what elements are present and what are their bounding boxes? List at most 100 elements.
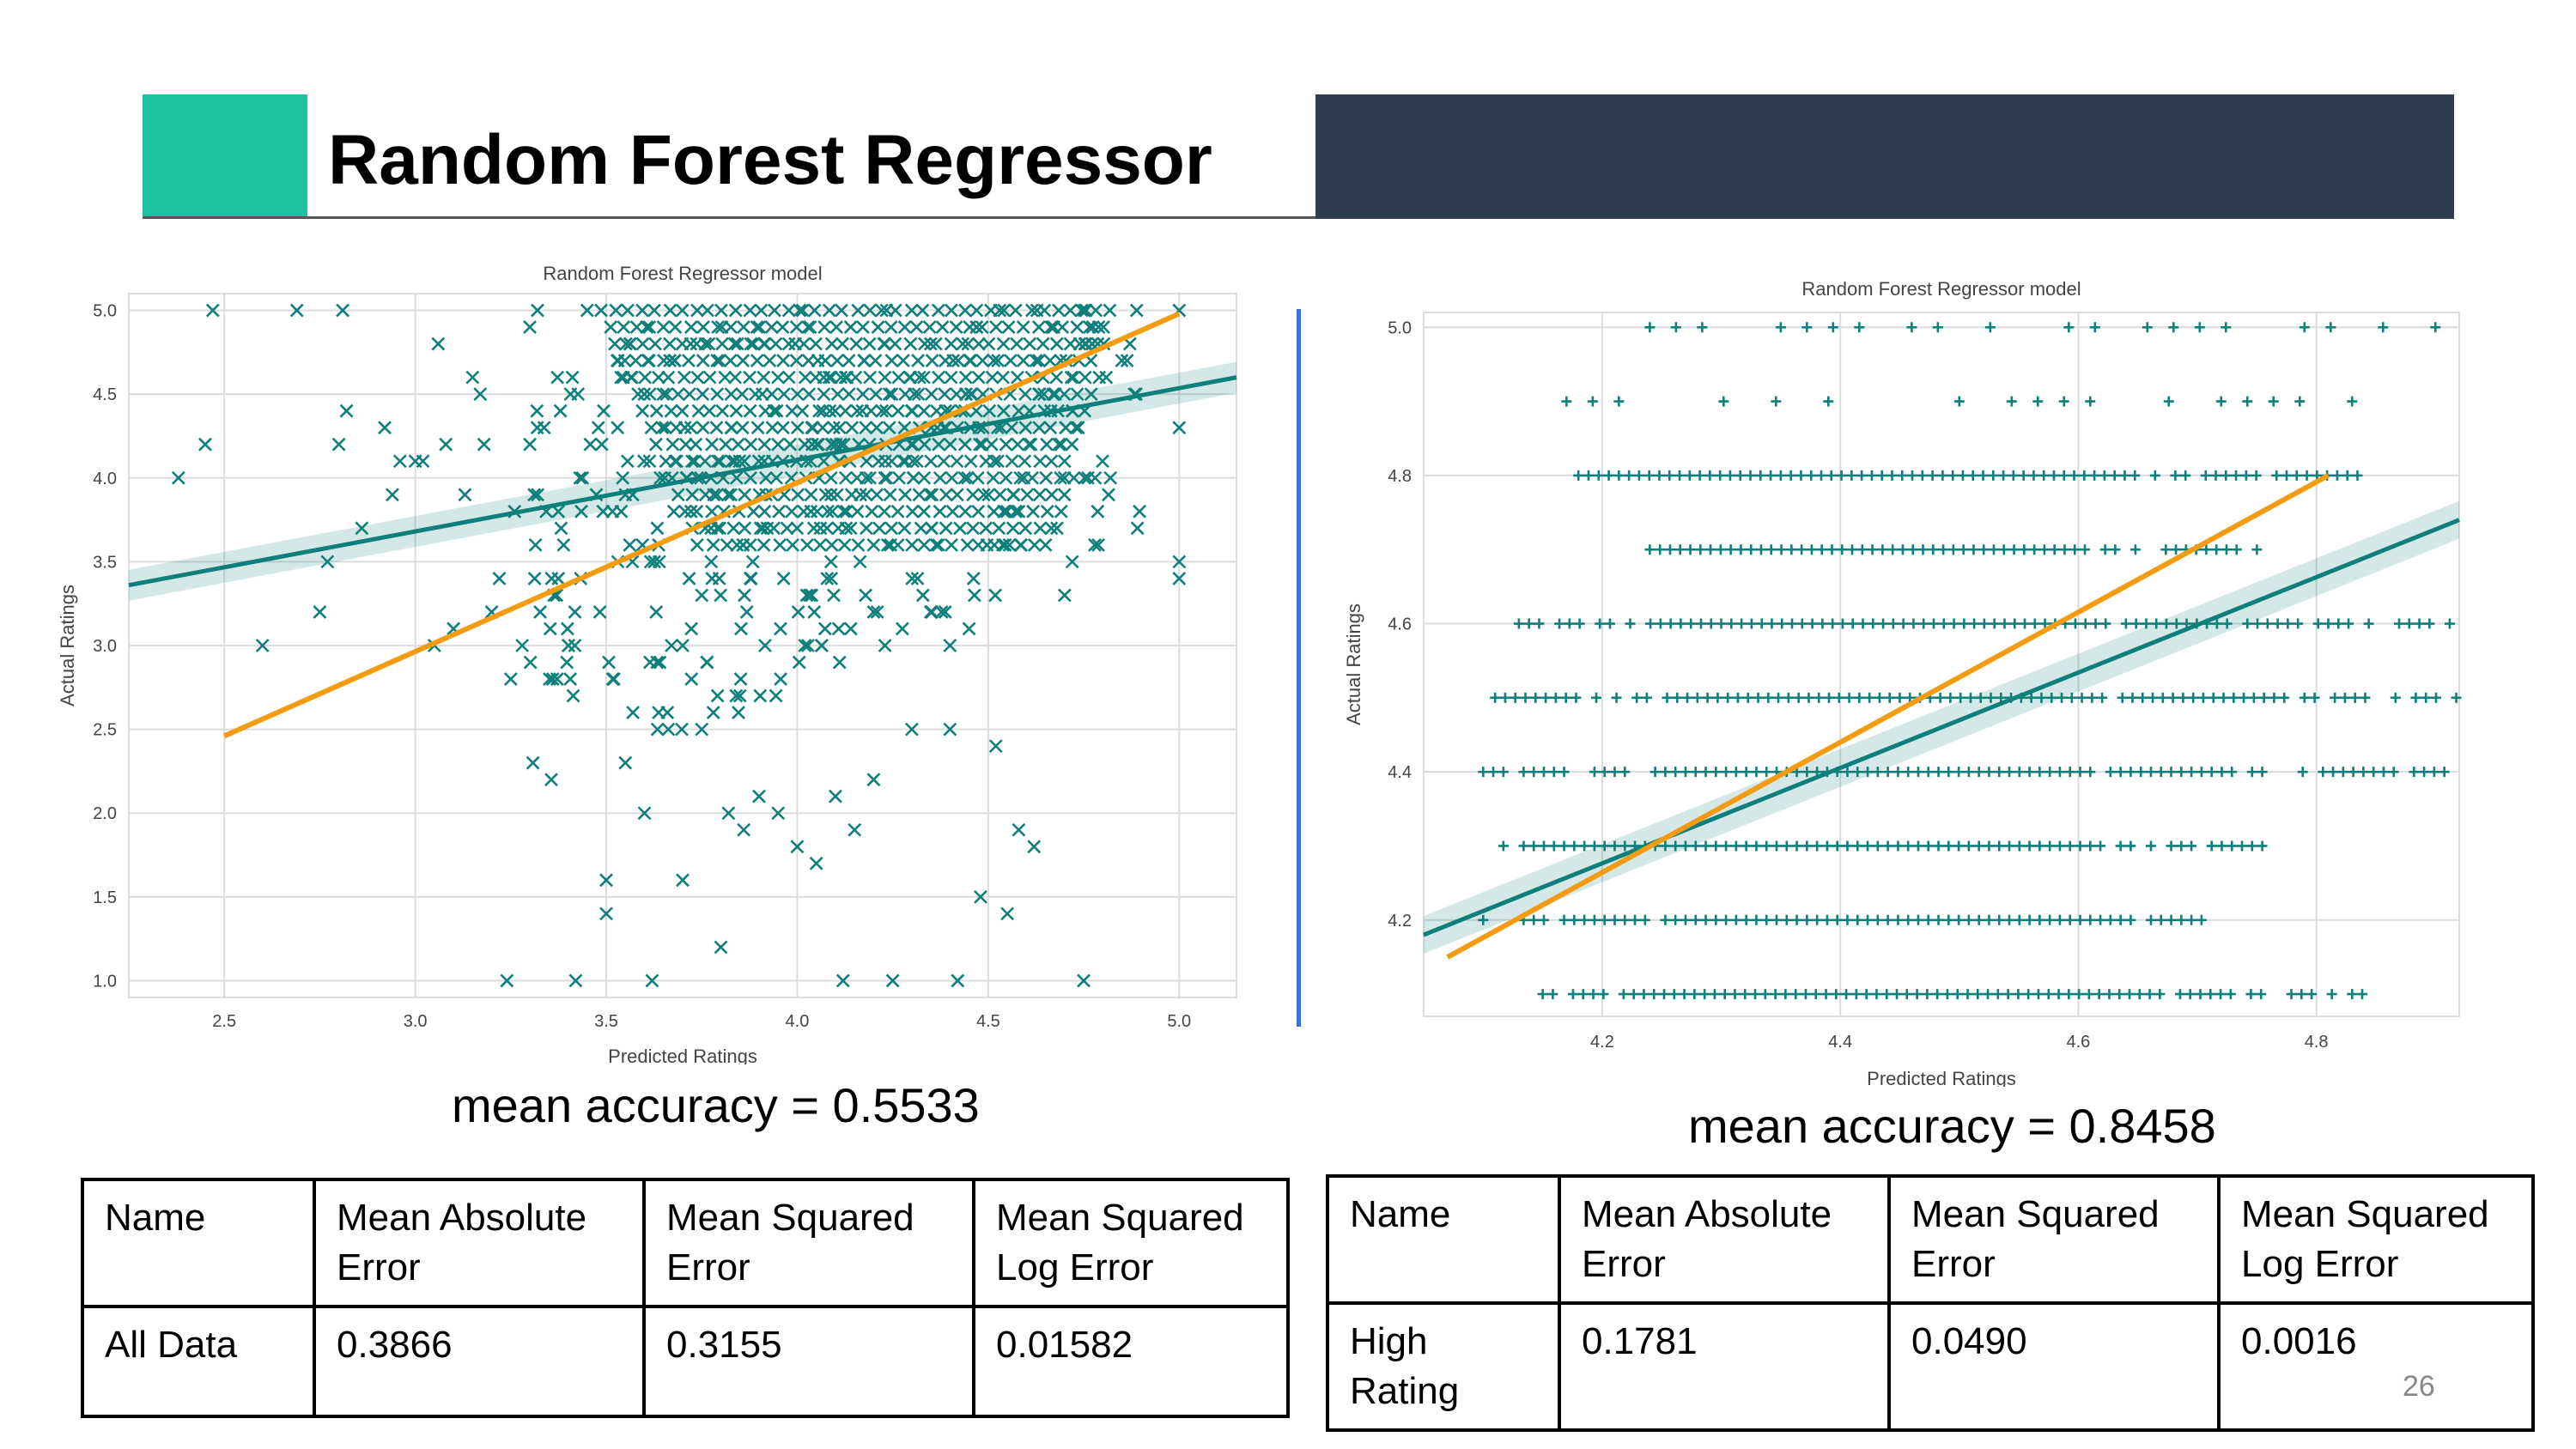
data-point bbox=[2063, 322, 2075, 333]
data-point bbox=[840, 370, 854, 385]
data-point bbox=[832, 421, 847, 435]
data-point bbox=[878, 470, 892, 485]
data-point bbox=[1958, 544, 1969, 555]
data-point bbox=[879, 470, 894, 485]
data-point bbox=[1824, 692, 1835, 703]
data-point bbox=[563, 387, 578, 402]
data-point bbox=[1088, 537, 1102, 552]
data-point bbox=[1907, 470, 1918, 481]
data-point bbox=[1005, 521, 1020, 536]
data-point bbox=[756, 521, 770, 536]
data-point bbox=[971, 504, 986, 518]
x-tick-label: 5.0 bbox=[1167, 1012, 1191, 1031]
data-point bbox=[1588, 989, 1599, 1000]
data-point bbox=[2208, 692, 2219, 703]
data-point bbox=[1973, 767, 1984, 778]
data-point bbox=[2347, 989, 2358, 1000]
data-point bbox=[591, 421, 605, 435]
data-point bbox=[1574, 618, 1585, 629]
data-point bbox=[698, 336, 713, 351]
right-metrics-table: Name Mean Absolute Error Mean Squared Er… bbox=[1326, 1173, 2535, 1433]
data-point bbox=[1561, 396, 1572, 407]
data-point bbox=[2029, 618, 2040, 629]
data-point bbox=[884, 354, 899, 368]
data-point bbox=[1726, 618, 1737, 629]
table-header-row: Name Mean Absolute Error Mean Squared Er… bbox=[1326, 1173, 2535, 1306]
data-point bbox=[637, 806, 652, 821]
data-point bbox=[883, 488, 897, 502]
data-point bbox=[2360, 692, 2371, 703]
data-point bbox=[1984, 840, 1995, 852]
data-point bbox=[2174, 989, 2185, 1000]
data-point bbox=[1057, 454, 1072, 469]
data-point bbox=[2206, 767, 2217, 778]
data-point bbox=[645, 973, 659, 988]
data-point bbox=[650, 722, 665, 737]
data-point bbox=[2271, 470, 2282, 481]
data-point bbox=[1700, 767, 1711, 778]
data-point bbox=[822, 370, 836, 385]
data-point bbox=[1847, 544, 1858, 555]
data-point bbox=[905, 537, 919, 552]
y-tick-label: 2.0 bbox=[93, 804, 117, 823]
data-point bbox=[2349, 692, 2360, 703]
data-point bbox=[688, 454, 702, 469]
right-scatter-chart: 4.2 4.4 4.6 4.8 4.2 4.4 4.6 4.8 5.0 Random Forest… bbox=[1343, 278, 2462, 1087]
data-point bbox=[527, 571, 542, 585]
data-point bbox=[1016, 320, 1030, 334]
data-point bbox=[1928, 544, 1939, 555]
data-point bbox=[744, 336, 758, 351]
data-point bbox=[714, 303, 728, 318]
data-point bbox=[580, 303, 594, 318]
data-point bbox=[1906, 322, 1917, 333]
data-point bbox=[997, 303, 1012, 318]
data-point bbox=[1630, 914, 1641, 925]
data-point bbox=[2225, 989, 2236, 1000]
data-point bbox=[629, 354, 643, 368]
data-point bbox=[2136, 767, 2147, 778]
data-point bbox=[2301, 470, 2312, 481]
data-point bbox=[2009, 618, 2020, 629]
data-point bbox=[908, 387, 921, 402]
data-point bbox=[890, 403, 905, 418]
data-point bbox=[2145, 767, 2156, 778]
data-point bbox=[917, 470, 932, 485]
data-point bbox=[1882, 914, 1893, 925]
data-point bbox=[824, 437, 839, 452]
data-point bbox=[707, 488, 721, 502]
data-point bbox=[996, 370, 1010, 385]
data-point bbox=[996, 504, 1011, 518]
data-point bbox=[2034, 914, 2045, 925]
data-point bbox=[1953, 396, 1965, 407]
data-point bbox=[1478, 914, 1489, 925]
data-point bbox=[758, 639, 772, 652]
data-point bbox=[835, 303, 848, 318]
data-point bbox=[2257, 767, 2268, 778]
data-point bbox=[1874, 692, 1885, 703]
data-point bbox=[715, 403, 730, 418]
data-point bbox=[817, 320, 832, 334]
data-point bbox=[1857, 618, 1868, 629]
data-point bbox=[823, 555, 838, 569]
data-point bbox=[2251, 544, 2263, 555]
data-point bbox=[975, 437, 989, 452]
data-point bbox=[1579, 914, 1590, 925]
data-point bbox=[2130, 618, 2142, 629]
data-point bbox=[2227, 840, 2238, 852]
data-point bbox=[2058, 470, 2069, 481]
data-point bbox=[631, 387, 645, 402]
data-point bbox=[735, 387, 750, 402]
data-point bbox=[652, 706, 665, 720]
data-point bbox=[843, 621, 858, 636]
data-point bbox=[690, 370, 705, 385]
data-point bbox=[1893, 840, 1904, 852]
data-point bbox=[835, 336, 850, 351]
data-point bbox=[2004, 840, 2015, 852]
data-point bbox=[2330, 692, 2341, 703]
data-point bbox=[1573, 470, 1584, 481]
data-point bbox=[702, 336, 716, 351]
data-point bbox=[665, 437, 680, 452]
data-point bbox=[1569, 840, 1580, 852]
data-point bbox=[2279, 692, 2290, 703]
data-point bbox=[1882, 840, 1893, 852]
